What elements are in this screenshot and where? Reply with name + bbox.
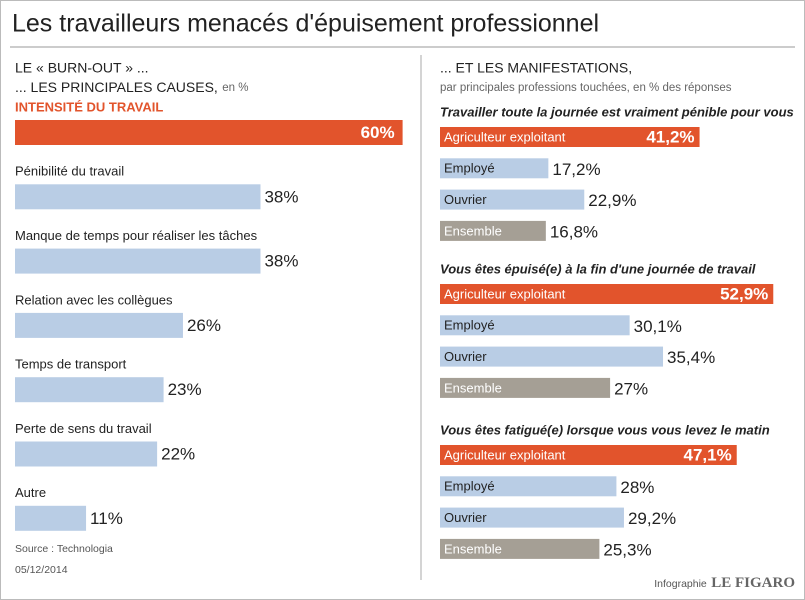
value-label: 47,1%: [684, 445, 732, 464]
left-header: LE « BURN-OUT » ...: [15, 60, 149, 76]
category-label: Manque de temps pour réaliser les tâches: [15, 228, 258, 243]
category-label: INTENSITÉ DU TRAVAIL: [15, 99, 163, 114]
bar: [15, 312, 183, 338]
bar: [440, 284, 774, 304]
bar: [15, 248, 261, 274]
value-label: 22%: [161, 444, 195, 463]
category-label: Employé: [444, 318, 495, 333]
bar: [440, 445, 737, 465]
value-label: 23%: [168, 380, 202, 399]
bar: [440, 220, 546, 241]
bar: [15, 377, 164, 403]
category-label: Ensemble: [444, 223, 502, 238]
category-label: Autre: [15, 485, 46, 500]
category-label: Ouvrier: [444, 510, 487, 525]
source: Source : Technologia: [15, 543, 113, 555]
bar: [15, 120, 403, 145]
credit-label: Infographie: [654, 578, 707, 590]
right-subheader: par principales professions touchées, en…: [440, 82, 732, 94]
value-label: 27%: [614, 379, 648, 398]
category-label: Agriculteur exploitant: [444, 447, 566, 462]
value-label: 60%: [361, 123, 395, 142]
right-header: ... ET LES MANIFESTATIONS,: [440, 60, 632, 76]
bar: [440, 158, 549, 179]
group-title: Travailler toute la journée est vraiment…: [440, 104, 794, 119]
value-label: 52,9%: [720, 284, 768, 303]
group-title: Vous êtes fatigué(e) lorsque vous vous l…: [440, 422, 770, 437]
bar: [440, 127, 700, 147]
value-label: 38%: [264, 187, 298, 206]
value-label: 25,3%: [603, 540, 651, 559]
category-label: Ouvrier: [444, 349, 487, 364]
category-label: Employé: [444, 161, 495, 176]
category-label: Ensemble: [444, 380, 502, 395]
category-label: Ensemble: [444, 541, 502, 556]
left-subheader: ... LES PRINCIPALES CAUSES, en %: [15, 79, 248, 97]
value-label: 29,2%: [628, 509, 676, 528]
bar: [15, 505, 87, 531]
credit-brand: LE FIGARO: [711, 575, 795, 591]
category-label: Pénibilité du travail: [15, 164, 124, 179]
bar: [440, 476, 617, 497]
category-label: Agriculteur exploitant: [444, 286, 566, 301]
bar: [440, 189, 585, 210]
bar: [440, 346, 664, 367]
category-label: Ouvrier: [444, 192, 487, 207]
value-label: 30,1%: [634, 317, 682, 336]
category-label: Agriculteur exploitant: [444, 129, 566, 144]
category-label: Temps de transport: [15, 357, 127, 372]
group-title: Vous êtes épuisé(e) à la fin d'une journ…: [440, 261, 756, 276]
value-label: 22,9%: [588, 191, 636, 210]
bar: [15, 441, 158, 467]
value-label: 38%: [264, 252, 298, 271]
value-label: 26%: [187, 316, 221, 335]
date: 05/12/2014: [15, 564, 68, 576]
bar: [440, 315, 630, 336]
left-unit: en %: [222, 82, 248, 94]
value-label: 17,2%: [552, 160, 600, 179]
left-subtitle: ... LES PRINCIPALES CAUSES,: [15, 79, 218, 95]
bar: [15, 184, 261, 210]
title: Les travailleurs menacés d'épuisement pr…: [12, 10, 599, 38]
category-label: Employé: [444, 479, 495, 494]
category-label: Perte de sens du travail: [15, 421, 152, 436]
bar: [440, 377, 611, 398]
category-label: Relation avec les collègues: [15, 292, 173, 307]
value-label: 28%: [620, 478, 654, 497]
value-label: 35,4%: [667, 348, 715, 367]
value-label: 16,8%: [550, 222, 598, 241]
bar: [440, 538, 600, 559]
value-label: 41,2%: [646, 127, 694, 146]
value-label: 11%: [90, 509, 123, 528]
credit: Infographie LE FIGARO: [654, 575, 795, 592]
bar: [440, 507, 624, 528]
